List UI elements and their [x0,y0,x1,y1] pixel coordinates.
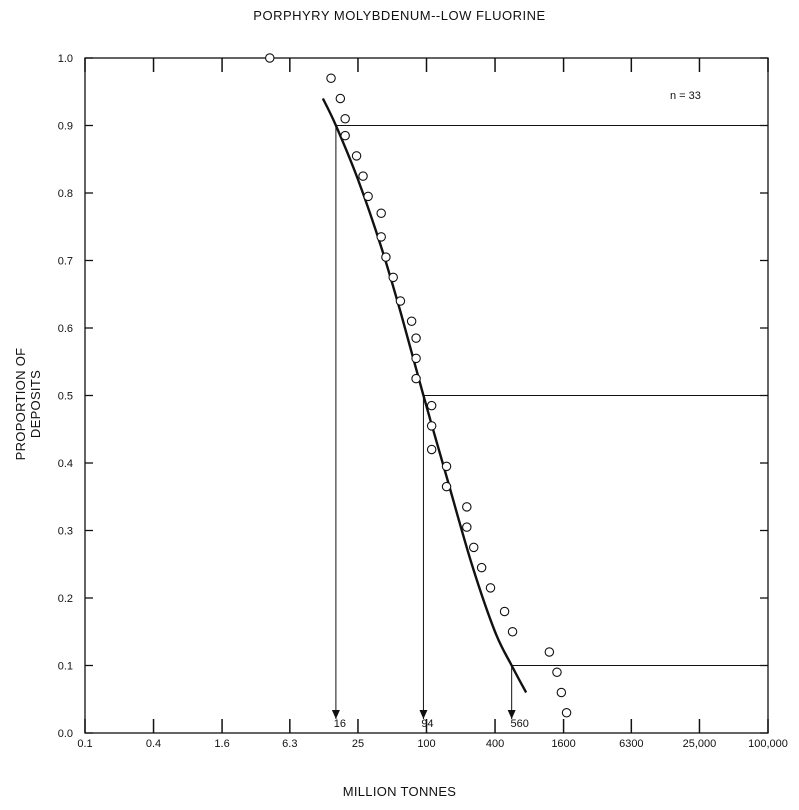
data-point [265,53,275,63]
data-point [556,687,567,698]
y-tick-label: 0.1 [58,661,73,673]
x-tick-label: 0.4 [146,738,161,750]
data-point [462,522,472,532]
y-tick-label: 0.5 [58,391,73,403]
y-tick-label: 0.4 [58,458,73,470]
x-tick-label: 0.1 [77,738,92,750]
data-point [426,421,437,431]
data-point [358,171,368,181]
percentile-arrowhead [507,710,516,719]
sample-count-annotation: n = 33 [670,90,701,102]
data-point [499,606,510,617]
data-point [507,626,518,637]
data-point [552,667,562,677]
x-tick-label: 1.6 [214,738,229,750]
data-point [376,208,386,219]
data-point [468,542,479,553]
data-point [363,191,373,202]
x-tick-label: 400 [486,738,504,750]
y-tick-label: 0.0 [58,728,73,740]
x-axis-label: MILLION TONNES [342,784,457,799]
data-point [406,316,417,326]
data-point [381,252,391,262]
data-point [335,93,346,104]
data-point [462,502,472,512]
y-tick-label: 0.6 [58,323,73,335]
data-point [376,232,386,242]
x-tick-label: 100 [417,738,435,750]
x-tick-label: 100,000 [748,738,788,750]
data-point [351,151,362,161]
data-point [395,296,406,306]
percentile-arrowhead [331,710,340,719]
x-tick-label: 6.3 [282,738,297,750]
x-tick-label: 1600 [551,738,575,750]
y-tick-label: 0.3 [58,526,73,538]
x-tick-label: 25,000 [683,738,717,750]
x-tick-label: 6300 [619,738,643,750]
data-point [485,583,496,593]
data-point [441,481,452,492]
data-point [441,461,452,472]
percentile-value-label: 16 [334,718,346,730]
data-point [340,130,350,141]
data-point [388,272,398,283]
data-point [411,353,421,364]
data-point [411,373,421,384]
data-point [544,647,555,657]
data-point [340,114,350,124]
chart-title: PORPHYRY MOLYBDENUM--LOW FLUORINE [253,8,546,23]
y-tick-label: 0.9 [58,121,73,133]
data-point [426,400,437,411]
data-point [411,333,421,343]
fitted-curve-line [321,97,528,694]
percentile-value-label: 94 [421,718,433,730]
percentile-arrowhead [419,710,428,719]
data-point [426,444,437,455]
y-tick-label: 0.7 [58,256,73,268]
percentile-value-label: 560 [510,718,528,730]
y-tick-label: 0.2 [58,593,73,605]
x-tick-label: 25 [352,738,364,750]
data-point [326,73,336,84]
data-point [561,707,572,718]
y-tick-label: 0.8 [58,188,73,200]
data-point [476,562,487,573]
y-tick-label: 1.0 [58,53,73,65]
